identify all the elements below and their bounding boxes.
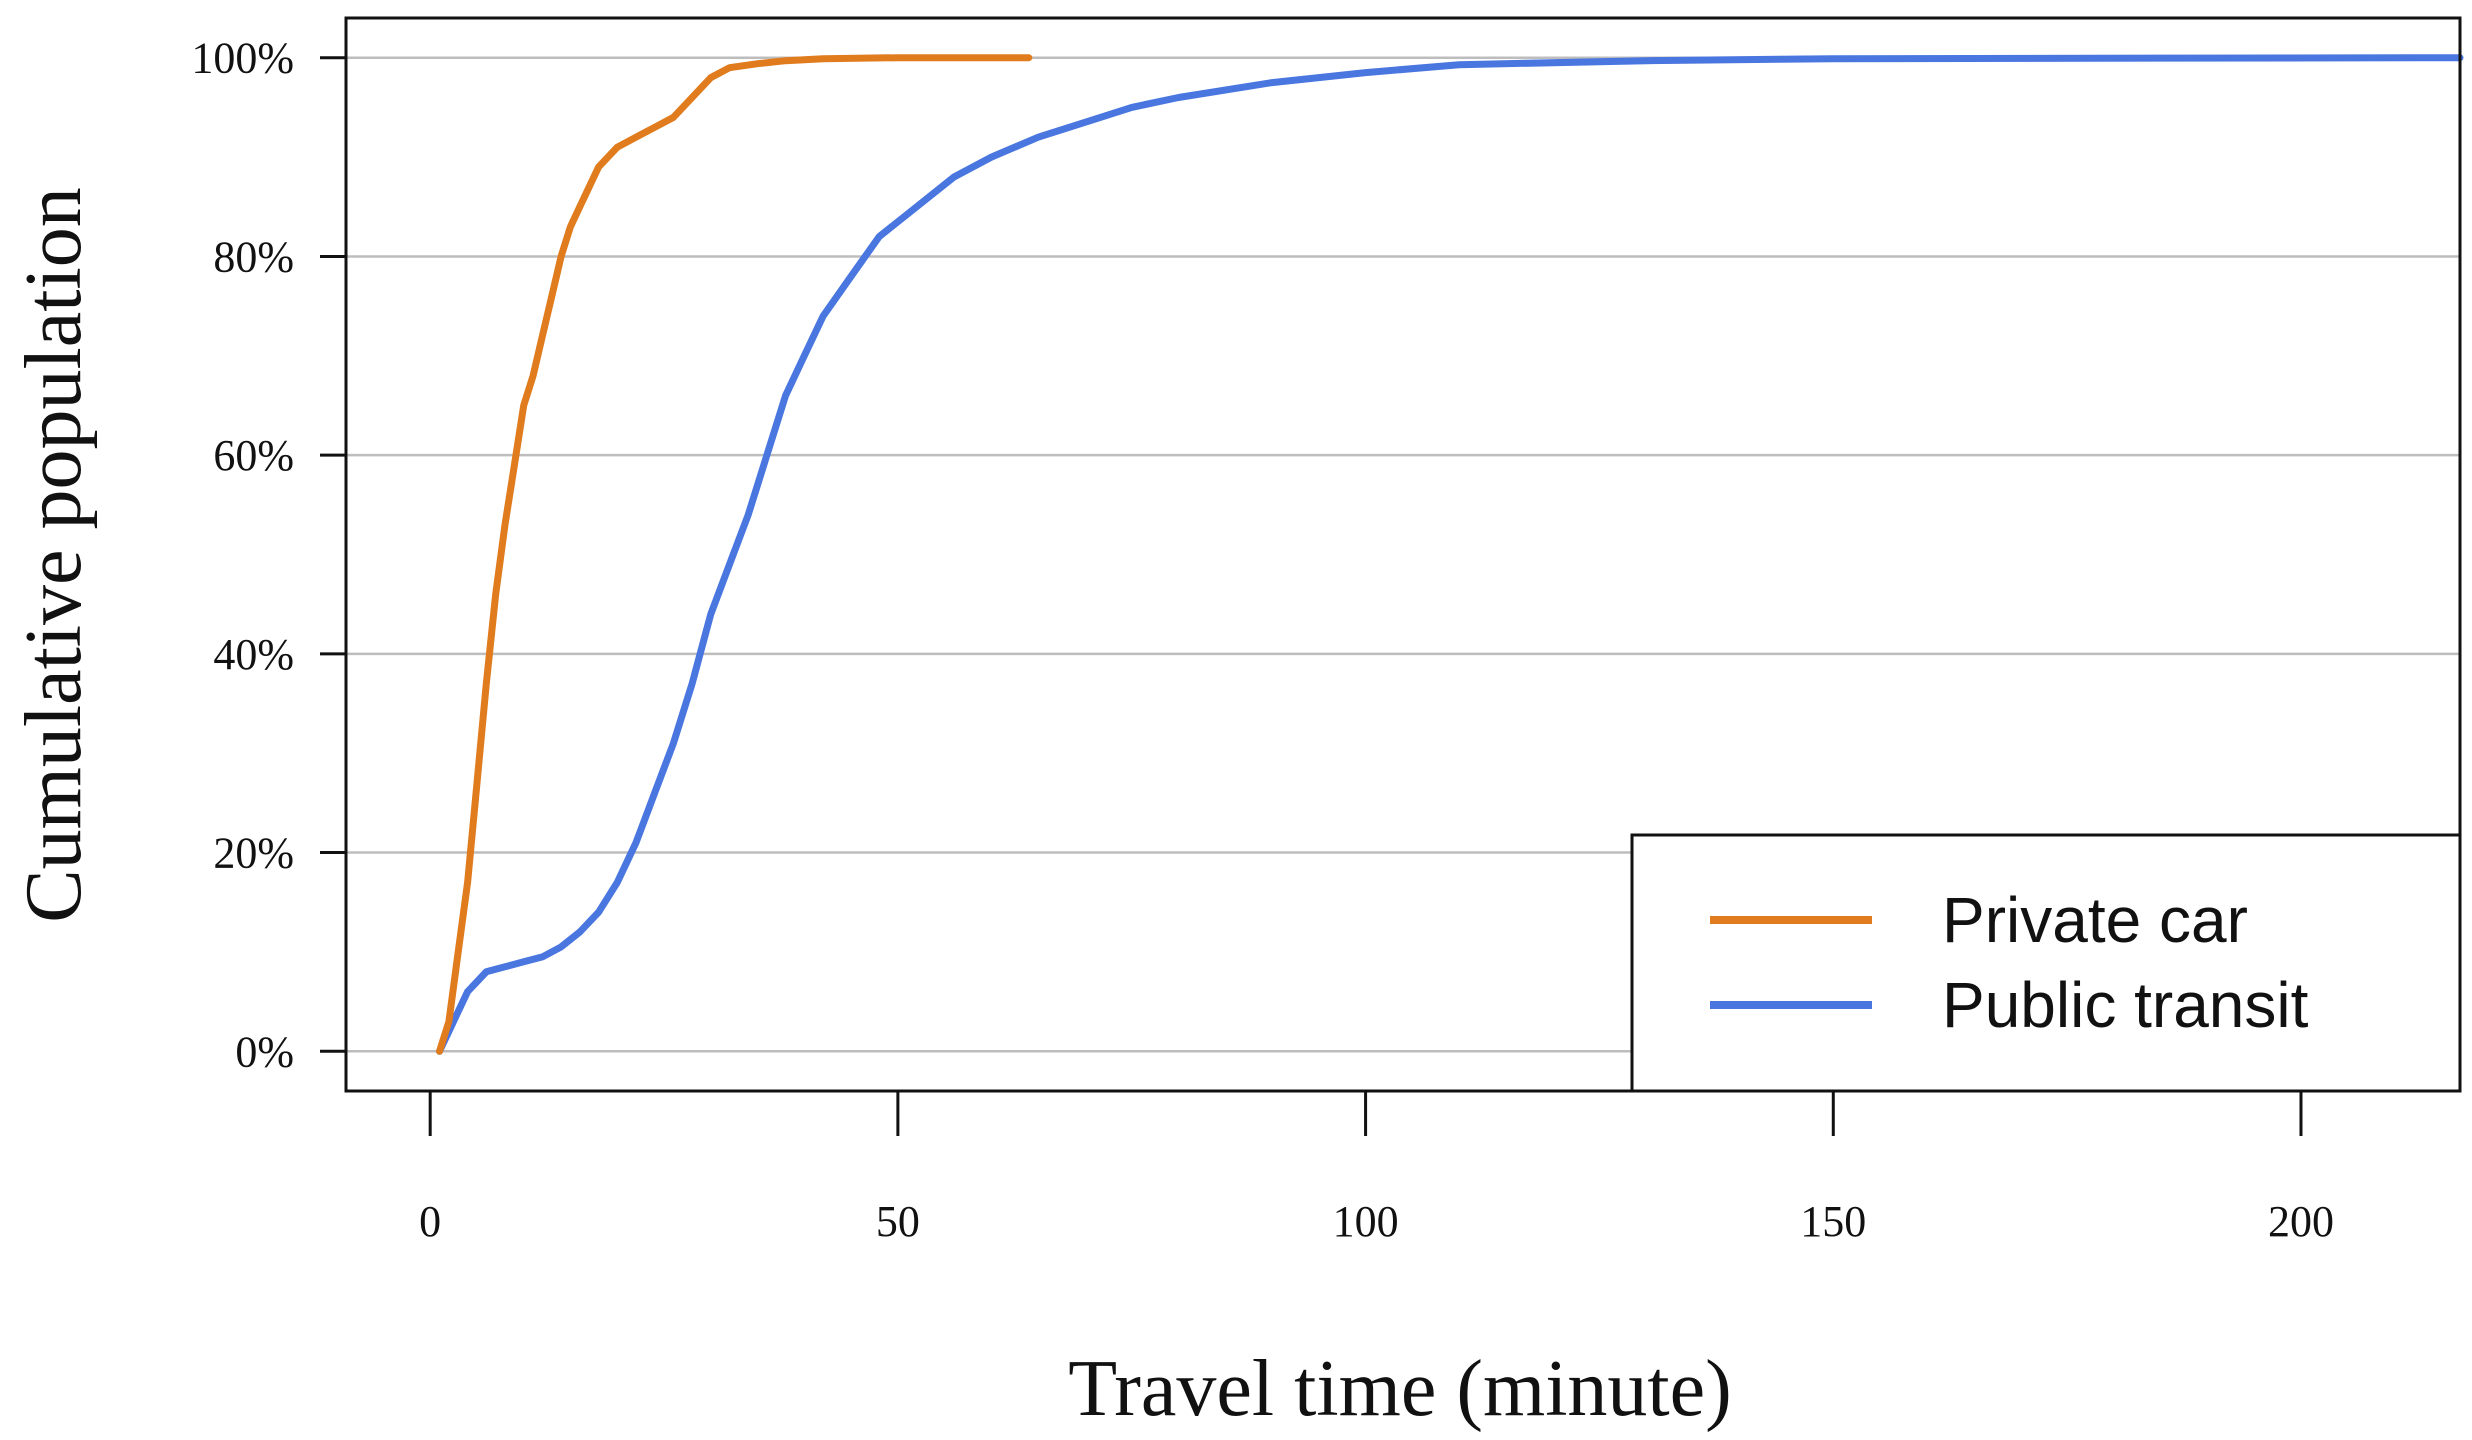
legend: Private car Public transit	[1630, 833, 2462, 1093]
x-tick-label: 0	[419, 1197, 441, 1246]
x-tick-label: 200	[2268, 1197, 2334, 1246]
series-line-public-transit	[436, 54, 2464, 1055]
y-tick-label: 0%	[235, 1027, 294, 1076]
series-lines	[436, 54, 2464, 1055]
x-tick-label: 100	[1333, 1197, 1399, 1246]
x-tick-label: 150	[1800, 1197, 1866, 1246]
y-tick-label: 20%	[213, 829, 294, 878]
legend-label: Private car	[1942, 884, 2248, 956]
x-axis: 0 50 100 150 200	[419, 1091, 2334, 1246]
x-axis-title: Travel time (minute)	[1068, 1345, 1732, 1433]
y-axis: 0% 20% 40% 60% 80% 100%	[191, 34, 346, 1076]
series-line-private-car	[436, 54, 1033, 1055]
y-tick-label: 80%	[213, 232, 294, 281]
y-tick-label: 60%	[213, 431, 294, 480]
y-tick-label: 40%	[213, 630, 294, 679]
y-axis-title: Cumulative population	[10, 187, 98, 922]
legend-box	[1630, 833, 2462, 1093]
plot-frame	[344, 16, 2462, 1093]
x-tick-label: 50	[876, 1197, 920, 1246]
y-tick-label: 100%	[191, 34, 294, 83]
legend-label: Public transit	[1942, 969, 2309, 1041]
